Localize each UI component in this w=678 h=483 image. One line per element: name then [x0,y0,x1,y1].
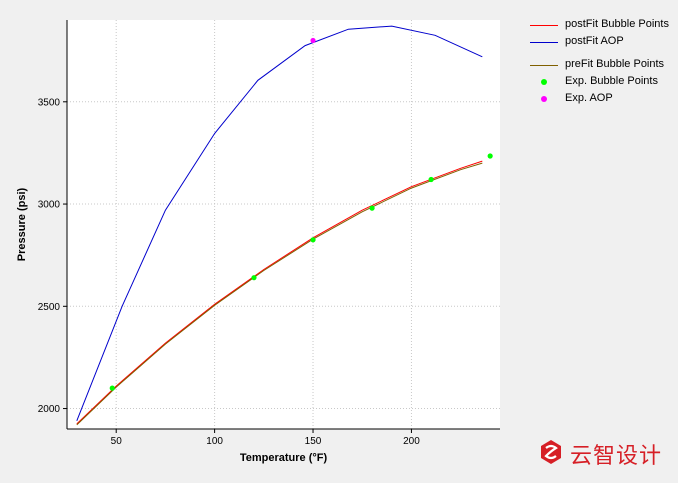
data-point-exp-bubble-points [487,153,493,159]
series-line-postfit-bubble-points [76,160,483,425]
plot-background [67,20,500,429]
x-tick-label: 50 [111,436,123,447]
data-point-exp-bubble-points [428,176,434,183]
data-point-exp-bubble-points [109,385,115,391]
legend-dot-swatch [541,96,547,102]
legend-item: Exp. Bubble Points [530,75,670,88]
x-tick-label: 200 [403,436,420,447]
x-tick-label: 100 [206,436,223,447]
series-line-postfit-aop [76,25,483,421]
legend-label: postFit Bubble Points [565,18,669,30]
legend-label: Exp. Bubble Points [565,75,658,87]
x-axis-label: Temperature (°F) [240,452,328,464]
legend-dot-swatch [541,79,547,85]
y-axis-label: Pressure (psi) [16,187,28,261]
data-point-exp-bubble-points [251,275,257,281]
legend-label: postFit AOP [565,35,624,47]
legend: postFit Bubble Points postFit AOP preFit B… [530,18,670,109]
legend-item: Exp. AOP [530,92,670,105]
y-tick-label: 2500 [38,302,61,313]
y-tick-label: 2000 [38,404,61,415]
legend-item: preFit Bubble Points [530,58,670,71]
series-line-prefit-bubble-points [76,162,483,426]
watermark-text: 云智设计 [570,443,663,468]
legend-label: Exp. AOP [565,92,613,104]
y-tick-label: 3500 [38,97,61,108]
data-point-exp-aop [310,37,316,44]
legend-item: postFit AOP [530,35,670,48]
legend-line-swatch [530,42,558,43]
legend-label: preFit Bubble Points [565,58,665,70]
watermark-logo-icon [541,440,561,464]
data-point-exp-bubble-points [369,205,375,211]
legend-line-swatch [530,25,558,26]
data-point-exp-bubble-points [310,237,316,243]
watermark: 云智设计 [530,436,670,470]
legend-item: postFit Bubble Points [530,18,670,31]
x-tick-label: 150 [305,436,322,447]
y-tick-label: 3000 [38,200,61,211]
legend-line-swatch [530,65,558,66]
